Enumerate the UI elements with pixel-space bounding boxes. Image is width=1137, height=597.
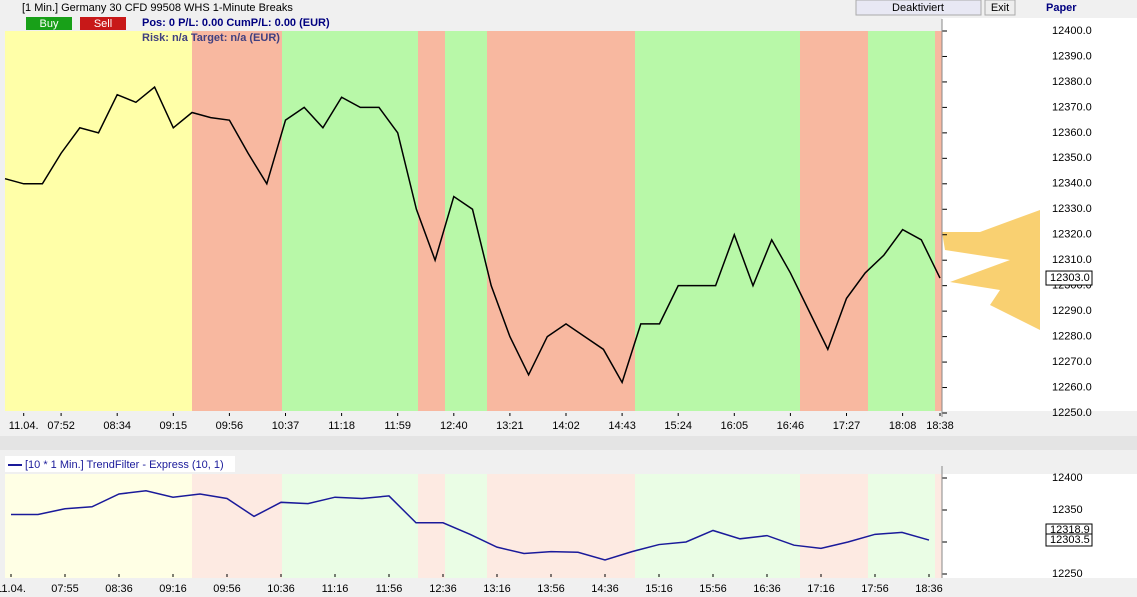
zone [868, 31, 935, 411]
x-tick-label: 12:36 [429, 583, 457, 595]
x-tick-label: 07:55 [51, 583, 79, 595]
x-tick-label: 18:38 [926, 420, 954, 432]
x-tick-label: 09:15 [160, 420, 188, 432]
zone [445, 31, 487, 411]
position-info: Pos: 0 P/L: 0.00 CumP/L: 0.00 (EUR) [142, 17, 330, 29]
legend-box [5, 456, 235, 472]
x-tick-label: 08:34 [103, 420, 131, 432]
y-tick-label: 12280.0 [1052, 331, 1092, 343]
y-tick-label: 12350.0 [1052, 152, 1092, 164]
x-tick-label: 13:21 [496, 420, 524, 432]
y-tick-label: 12290.0 [1052, 305, 1092, 317]
value-label: 12318.9 [1050, 524, 1090, 536]
x-tick-label: 11:18 [328, 420, 355, 432]
x-tick-label: 10:36 [267, 583, 295, 595]
zone [192, 31, 282, 411]
x-tick-label: 15:56 [699, 583, 727, 595]
x-tick-label: 17:27 [833, 420, 861, 432]
y-tick-label: 12330.0 [1052, 203, 1092, 215]
sell-label: Sell [94, 18, 112, 30]
sub-zone [635, 474, 800, 578]
risk-info: Risk: n/a Target: n/a (EUR) [142, 32, 280, 44]
x-tick-label: 16:05 [721, 420, 749, 432]
y-tick-label: 12270.0 [1052, 356, 1092, 368]
sub-zone [192, 474, 282, 578]
price-line [11, 490, 930, 561]
price-line [4, 85, 941, 385]
buy-button[interactable] [26, 17, 72, 30]
last-price-box [1045, 270, 1093, 286]
y-tick-label: 12310.0 [1052, 254, 1092, 266]
x-tick-label: 17:56 [861, 583, 889, 595]
x-tick-label: 13:16 [483, 583, 511, 595]
sub-zone [935, 474, 942, 578]
x-tick-label: 14:02 [552, 420, 580, 432]
sub-zone [487, 474, 635, 578]
y-tick-label: 12400.0 [1052, 25, 1092, 37]
y-tick-label: 12400 [1052, 472, 1083, 484]
buy-label: Buy [40, 18, 59, 30]
x-tick-label: 16:46 [777, 420, 805, 432]
x-tick-label: 18:08 [889, 420, 917, 432]
scrollbar[interactable] [0, 436, 1137, 450]
x-tick-label: 14:36 [591, 583, 619, 595]
mode-button[interactable] [855, 0, 982, 16]
zone [935, 31, 942, 411]
sub-zone [282, 474, 418, 578]
x-tick-label: 09:56 [216, 420, 244, 432]
y-tick-label: 12320.0 [1052, 229, 1092, 241]
y-tick-label: 12360.0 [1052, 127, 1092, 139]
y-tick-label: 12260.0 [1052, 381, 1092, 393]
x-tick-label: 11:59 [384, 420, 411, 432]
sub-axis-bg [942, 474, 1137, 578]
account-label: Paper [1046, 2, 1077, 14]
zone [282, 31, 418, 411]
exit-label: Exit [991, 2, 1009, 14]
exit-button[interactable] [984, 0, 1016, 16]
zone [800, 31, 868, 411]
x-tick-label: 17:16 [807, 583, 835, 595]
y-tick-label: 12350 [1052, 504, 1083, 516]
sell-button[interactable] [80, 17, 126, 30]
x-tick-label: 11:56 [376, 583, 403, 595]
x-tick-label: 13:56 [537, 583, 565, 595]
y-tick-label: 12250 [1052, 568, 1083, 580]
y-tick-label: 12250.0 [1052, 407, 1092, 419]
legend-label: [10 * 1 Min.] TrendFilter - Express (10,… [25, 459, 224, 471]
value-label: 12303.5 [1050, 534, 1090, 546]
zone [5, 31, 192, 411]
last-price-label: 12303.0 [1050, 272, 1090, 284]
x-tick-label: 09:16 [159, 583, 187, 595]
y-tick-label: 12380.0 [1052, 76, 1092, 88]
x-tick-label: 15:24 [664, 420, 692, 432]
x-tick-label: 11.04. [0, 583, 26, 595]
y-tick-label: 12340.0 [1052, 178, 1092, 190]
sub-zone [418, 474, 445, 578]
mode-label: Deaktiviert [892, 2, 944, 14]
x-tick-label: 09:56 [213, 583, 241, 595]
x-tick-label: 14:43 [608, 420, 636, 432]
sub-zone [5, 474, 192, 578]
zone [487, 31, 635, 411]
sub-zone [800, 474, 868, 578]
zone [418, 31, 445, 411]
y-tick-label: 12370.0 [1052, 101, 1092, 113]
y-tick-label: 12390.0 [1052, 50, 1092, 62]
x-tick-label: 08:36 [105, 583, 133, 595]
x-tick-label: 12:40 [440, 420, 468, 432]
volume-profile [942, 210, 1040, 330]
x-tick-label: 18:36 [915, 583, 943, 595]
x-tick-label: 10:37 [272, 420, 300, 432]
x-tick-label: 15:16 [645, 583, 673, 595]
value-box [1045, 533, 1093, 547]
x-tick-label: 11.04. [9, 420, 39, 432]
chart-caption: [1 Min.] Germany 30 CFD 99508 WHS 1-Minu… [22, 2, 293, 14]
x-tick-label: 11:16 [322, 583, 349, 595]
sub-zone [868, 474, 935, 578]
sub-plot-bg [5, 474, 942, 578]
x-tick-label: 07:52 [47, 420, 75, 432]
x-tick-label: 16:36 [753, 583, 781, 595]
zone [635, 31, 800, 411]
